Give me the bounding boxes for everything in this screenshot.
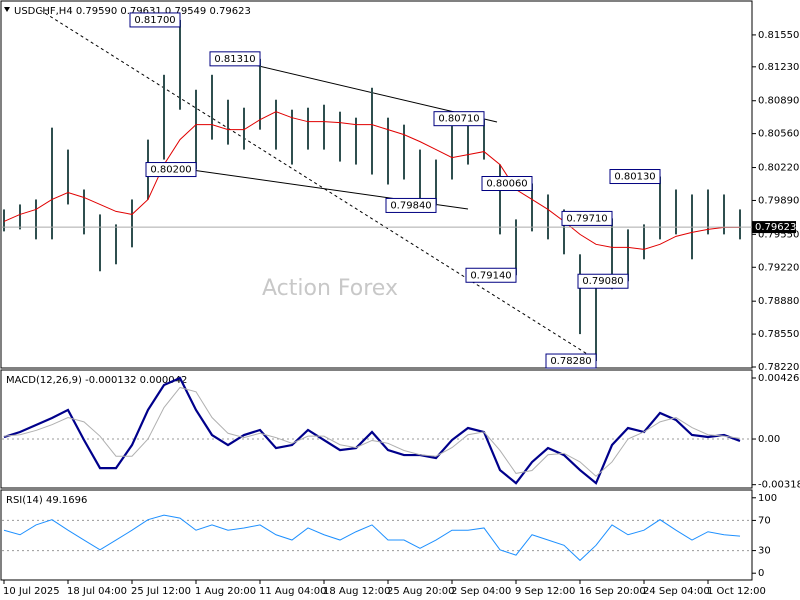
- y-tick-label: 0.79550: [758, 229, 799, 240]
- watermark: Action Forex: [262, 276, 398, 301]
- annotation-box: [609, 169, 661, 185]
- y-tick-label: 30: [758, 546, 771, 557]
- rsi-panel: [0, 489, 753, 581]
- annotation-box: [209, 51, 261, 67]
- annotation-box: [433, 111, 485, 127]
- x-tick-label: 16 Sep 20:00: [579, 586, 646, 597]
- annotation-label: 0.79840: [390, 200, 431, 211]
- y-tick-label: 0.80890: [758, 96, 799, 107]
- panel-title: MACD(12,26,9) -0.000132 0.000042: [6, 375, 187, 386]
- last-price-label: 0.79623: [755, 222, 796, 233]
- y-tick-label: 0.79220: [758, 262, 799, 273]
- annotation-label: 0.80200: [150, 165, 191, 176]
- x-tick-label: 18 Aug 12:00: [323, 586, 390, 597]
- y-tick-label: 0.80220: [758, 163, 799, 174]
- y-tick-label: 0.004262: [758, 373, 800, 384]
- indicator-line: [3, 514, 741, 562]
- annotation-box: [145, 162, 197, 178]
- x-tick-label: 10 Jul 2025: [3, 586, 60, 597]
- macd-panel: [0, 369, 753, 489]
- y-tick-label: 0.78550: [758, 329, 799, 340]
- annotation-box: [561, 210, 613, 226]
- annotation-label: 0.79080: [582, 276, 623, 287]
- panel-title: USDCHF,H4 0.79590 0.79631 0.79549 0.7962…: [14, 6, 251, 17]
- y-tick-label: 0: [758, 568, 764, 579]
- annotation-label: 0.81310: [214, 54, 255, 65]
- y-tick-label: 0.81230: [758, 62, 799, 73]
- annotation-label: 0.79710: [566, 213, 607, 224]
- y-tick-label: 0.79890: [758, 195, 799, 206]
- annotation-box: [545, 353, 597, 369]
- trend-line: [39, 9, 593, 358]
- annotation-box: [385, 197, 437, 213]
- x-tick-label: 2 Sep 04:00: [451, 586, 511, 597]
- y-tick-label: 100: [758, 493, 777, 504]
- annotation-box: [481, 176, 533, 192]
- y-tick-label: 0.00: [758, 434, 780, 445]
- y-tick-label: 0.80560: [758, 129, 799, 140]
- annotation-label: 0.79140: [470, 270, 511, 281]
- x-tick-label: 11 Aug 04:00: [259, 586, 326, 597]
- y-tick-label: 0.78880: [758, 296, 799, 307]
- annotation-label: 0.81700: [134, 15, 175, 26]
- x-tick-label: 18 Jul 04:00: [67, 586, 127, 597]
- indicator-line: [3, 376, 741, 485]
- panel-title: RSI(14) 49.1696: [6, 495, 87, 506]
- y-tick-label: 0.81550: [758, 30, 799, 41]
- x-tick-label: 9 Sep 12:00: [515, 586, 575, 597]
- x-tick-label: 25 Aug 20:00: [387, 586, 454, 597]
- last-price-box: [752, 221, 796, 234]
- menu-icon: [4, 7, 10, 12]
- y-tick-label: 0.78220: [758, 362, 799, 373]
- main-panel: [0, 0, 753, 369]
- annotation-box: [577, 273, 629, 289]
- x-tick-label: 24 Sep 04:00: [643, 586, 710, 597]
- annotation-label: 0.80130: [614, 172, 655, 183]
- indicator-line: [3, 386, 741, 477]
- annotation-box: [129, 12, 181, 28]
- annotation-label: 0.80710: [438, 114, 479, 125]
- moving-average: [3, 111, 740, 250]
- x-tick-label: 1 Oct 12:00: [707, 586, 766, 597]
- x-tick-label: 1 Aug 20:00: [195, 586, 256, 597]
- annotation-label: 0.80060: [486, 179, 527, 190]
- y-tick-label: 70: [758, 515, 771, 526]
- annotation-box: [465, 267, 517, 283]
- x-tick-label: 25 Jul 12:00: [131, 586, 191, 597]
- annotation-label: 0.78280: [550, 356, 591, 367]
- y-tick-label: -0.003188: [758, 480, 800, 491]
